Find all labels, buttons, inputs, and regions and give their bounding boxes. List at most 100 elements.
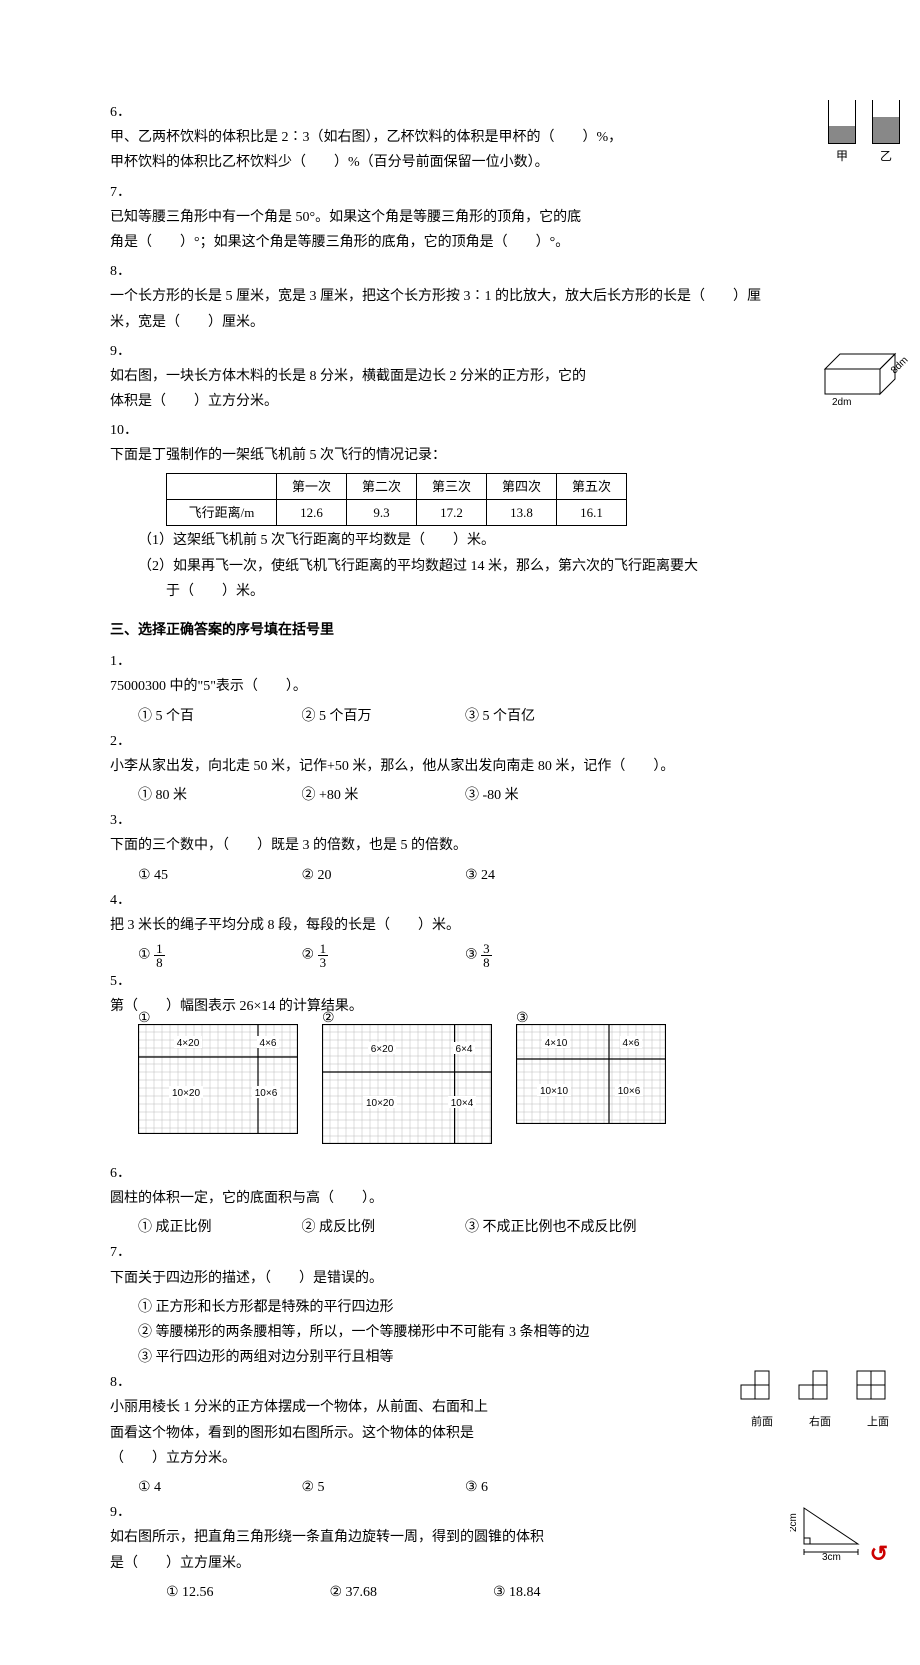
q-line: 甲、乙两杯饮料的体积比是 2∶3（如右图），乙杯饮料的体积是甲杯的（ ）%， (110, 130, 622, 145)
th: 第三次 (417, 473, 487, 499)
option: ③ 24 (465, 863, 625, 888)
q-number: 7． (110, 1240, 138, 1265)
svg-text:4×20: 4×20 (177, 1038, 200, 1049)
opt-label: ② (302, 948, 315, 963)
grid-panel: ③4×104×610×1010×6 (516, 1024, 666, 1153)
q-line: 面看这个物体，看到的图形如右图所示。这个物体的体积是 (110, 1426, 474, 1441)
svg-text:6×4: 6×4 (456, 1044, 473, 1055)
grid-panel: ②6×206×410×2010×4 (322, 1024, 492, 1153)
options-row: ① 80 米 ② +80 米 ③ -80 米 (110, 783, 810, 808)
opt-label: ③ (465, 948, 478, 963)
view-panel: 右面 (798, 1370, 842, 1433)
svg-text:10×6: 10×6 (618, 1086, 641, 1097)
option: ① 5 个百 (138, 704, 298, 729)
option-v: ③ 平行四边形的两组对边分别平行且相等 (110, 1345, 810, 1370)
cup-a: 甲 (828, 100, 856, 168)
option: ① 18 (138, 942, 298, 969)
options-row: ① 45 ② 20 ③ 24 (110, 863, 810, 888)
choice-q5: 5． 第（ ）幅图表示 26×14 的计算结果。 (110, 969, 810, 1019)
q-text: 如右图，一块长方体木料的长是 8 分米，横截面是边长 2 分米的正方形，它的 体… (110, 364, 782, 414)
q-number: 8． (110, 259, 138, 284)
q-number: 1． (110, 649, 138, 674)
fill-q6: 6． 甲、乙两杯饮料的体积比是 2∶3（如右图），乙杯饮料的体积是甲杯的（ ）%… (110, 100, 810, 176)
options-row: ① 12.56 ② 37.68 ③ 18.84 (110, 1580, 810, 1605)
svg-text:10×20: 10×20 (172, 1088, 201, 1099)
option: ③ -80 米 (465, 783, 625, 808)
q-text: 已知等腰三角形中有一个角是 50°。如果这个角是等腰三角形的顶角，它的底 角是（… (110, 205, 782, 255)
option: ③ 不成正比例也不成反比例 (465, 1220, 637, 1235)
option: ① 80 米 (138, 783, 298, 808)
table-row: 第一次 第二次 第三次 第四次 第五次 (167, 473, 627, 499)
fraction: 38 (481, 942, 492, 969)
sub-q: （1）这架纸飞机前 5 次飞行距离的平均数是（ ）米。 (110, 528, 810, 553)
fill-q8: 8． 一个长方形的长是 5 厘米，宽是 3 厘米，把这个长方形按 3∶1 的比放… (110, 259, 810, 335)
q-number: 9． (110, 339, 138, 364)
cuboid-figure: 8dm 2dm (820, 339, 900, 411)
option: ③ 38 (465, 942, 492, 969)
option: ① 45 (138, 863, 298, 888)
td: 飞行距离/m (167, 500, 277, 526)
svg-text:4×6: 4×6 (260, 1038, 277, 1049)
fill-q9: 9． 如右图，一块长方体木料的长是 8 分米，横截面是边长 2 分米的正方形，它… (110, 339, 810, 415)
view-label: 前面 (740, 1413, 784, 1433)
choice-q6: 6． 圆柱的体积一定，它的底面积与高（ ）。 (110, 1161, 810, 1211)
triangle-figure: 2cm 3cm ↺ (790, 1500, 880, 1571)
fraction: 13 (318, 942, 329, 969)
option: ① 成正比例 (138, 1215, 298, 1240)
q-number: 2． (110, 729, 138, 754)
q-text: 下面关于四边形的描述，（ ）是错误的。 (110, 1266, 782, 1291)
choice-q7: 7． 下面关于四边形的描述，（ ）是错误的。 (110, 1240, 810, 1290)
th: 第五次 (557, 473, 627, 499)
view-panel: 前面 (740, 1370, 784, 1433)
q-number: 9． (110, 1500, 138, 1525)
choice-q9: 9． 如右图所示，把直角三角形绕一条直角边旋转一周，得到的圆锥的体积 是（ ）立… (110, 1500, 810, 1576)
cups-figure: 甲 乙 (828, 100, 900, 168)
options-row: ① 4 ② 5 ③ 6 (110, 1475, 810, 1500)
th: 第一次 (277, 473, 347, 499)
views-figure: 前面右面上面 (740, 1370, 900, 1433)
flight-table: 第一次 第二次 第三次 第四次 第五次 飞行距离/m 12.6 9.3 17.2… (166, 473, 627, 527)
q-number: 8． (110, 1370, 138, 1395)
q-number: 3． (110, 808, 138, 833)
fill-q10: 10． 下面是丁强制作的一架纸飞机前 5 次飞行的情况记录： (110, 418, 810, 468)
view-label: 右面 (798, 1413, 842, 1433)
td: 12.6 (277, 500, 347, 526)
option: ② +80 米 (302, 783, 462, 808)
q-line: （2）如果再飞一次，使纸飞机飞行距离的平均数超过 14 米，那么，第六次的飞行距… (138, 559, 698, 574)
td: 9.3 (347, 500, 417, 526)
dim-label: 8dm (889, 354, 910, 376)
th: 第二次 (347, 473, 417, 499)
option: ① 12.56 (166, 1580, 326, 1605)
th (167, 473, 277, 499)
view-label: 上面 (856, 1413, 900, 1433)
q-number: 5． (110, 969, 138, 994)
q-line: 角是（ ）°；如果这个角是等腰三角形的底角，它的顶角是（ ）°。 (110, 235, 569, 250)
q-line: 是（ ）立方厘米。 (110, 1556, 250, 1571)
fraction: 18 (154, 942, 165, 969)
option: ③ 18.84 (493, 1580, 653, 1605)
cup-label: 乙 (872, 146, 900, 168)
dim-label: 2cm (790, 1513, 799, 1532)
td: 17.2 (417, 500, 487, 526)
svg-text:10×20: 10×20 (366, 1098, 395, 1109)
grid-panels: ①4×204×610×2010×6②6×206×410×2010×4③4×104… (110, 1024, 810, 1153)
dim-label: 3cm (822, 1552, 841, 1562)
choice-q8: 8． 小丽用棱长 1 分米的正方体摆成一个物体，从前面、右面和上 面看这个物体，… (110, 1370, 810, 1471)
options-row: ① 18 ② 13 ③ 38 (110, 942, 810, 969)
sub-q: 于（ ）米。 (110, 579, 810, 604)
q-text: 把 3 米长的绳子平均分成 8 段，每段的长是（ ）米。 (110, 913, 782, 938)
cup-b: 乙 (872, 100, 900, 168)
q-line: （ ）立方分米。 (110, 1451, 236, 1466)
options-row: ① 成正比例 ② 成反比例 ③ 不成正比例也不成反比例 (110, 1215, 810, 1240)
table-row: 飞行距离/m 12.6 9.3 17.2 13.8 16.1 (167, 500, 627, 526)
svg-text:10×4: 10×4 (451, 1098, 474, 1109)
options-row: ① 5 个百 ② 5 个百万 ③ 5 个百亿 (110, 704, 810, 729)
q-line: 如右图所示，把直角三角形绕一条直角边旋转一周，得到的圆锥的体积 (110, 1530, 544, 1545)
opt-label: ① (138, 948, 151, 963)
q-line: 小丽用棱长 1 分米的正方体摆成一个物体，从前面、右面和上 (110, 1400, 488, 1415)
q-line: 体积是（ ）立方分米。 (110, 394, 278, 409)
q-text: 第（ ）幅图表示 26×14 的计算结果。 (110, 994, 782, 1019)
q-number: 7． (110, 180, 138, 205)
option: ③ 5 个百亿 (465, 704, 625, 729)
q-number: 4． (110, 888, 138, 913)
